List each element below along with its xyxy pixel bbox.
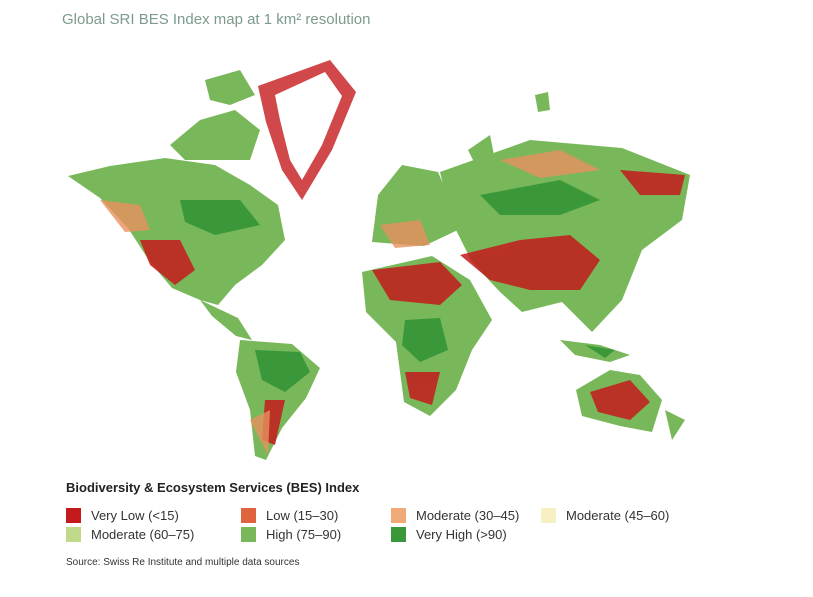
legend-item: Moderate (30–45) bbox=[391, 508, 519, 524]
legend-swatch bbox=[391, 527, 406, 542]
legend-item: Low (15–30) bbox=[241, 508, 338, 524]
map-title: Global SRI BES Index map at 1 km² resolu… bbox=[62, 11, 371, 28]
legend-swatch bbox=[66, 508, 81, 523]
land-dark-green bbox=[180, 180, 615, 392]
legend-label: Very High (>90) bbox=[416, 527, 507, 542]
legend-title: Biodiversity & Ecosystem Services (BES) … bbox=[66, 480, 360, 495]
legend-swatch bbox=[391, 508, 406, 523]
legend-label: Moderate (60–75) bbox=[91, 527, 195, 542]
legend-swatch bbox=[241, 508, 256, 523]
legend-label: Low (15–30) bbox=[266, 508, 339, 523]
legend-swatch bbox=[541, 508, 556, 523]
legend-label: Very Low (<15) bbox=[91, 508, 179, 523]
legend-item: Very High (>90) bbox=[391, 527, 507, 543]
legend-label: Moderate (30–45) bbox=[416, 508, 520, 523]
legend-item: Moderate (60–75) bbox=[66, 527, 194, 543]
land-orange bbox=[100, 150, 600, 455]
legend-item: High (75–90) bbox=[241, 527, 341, 543]
legend-item: Very Low (<15) bbox=[66, 508, 179, 524]
legend-label: Moderate (45–60) bbox=[566, 508, 670, 523]
legend-label: High (75–90) bbox=[266, 527, 342, 542]
world-map bbox=[68, 60, 690, 460]
legend-swatch bbox=[66, 527, 81, 542]
source-note: Source: Swiss Re Institute and multiple … bbox=[66, 557, 300, 568]
legend-swatch bbox=[241, 527, 256, 542]
land-red bbox=[140, 170, 685, 445]
greenland bbox=[258, 60, 356, 200]
legend-item: Moderate (45–60) bbox=[541, 508, 669, 524]
